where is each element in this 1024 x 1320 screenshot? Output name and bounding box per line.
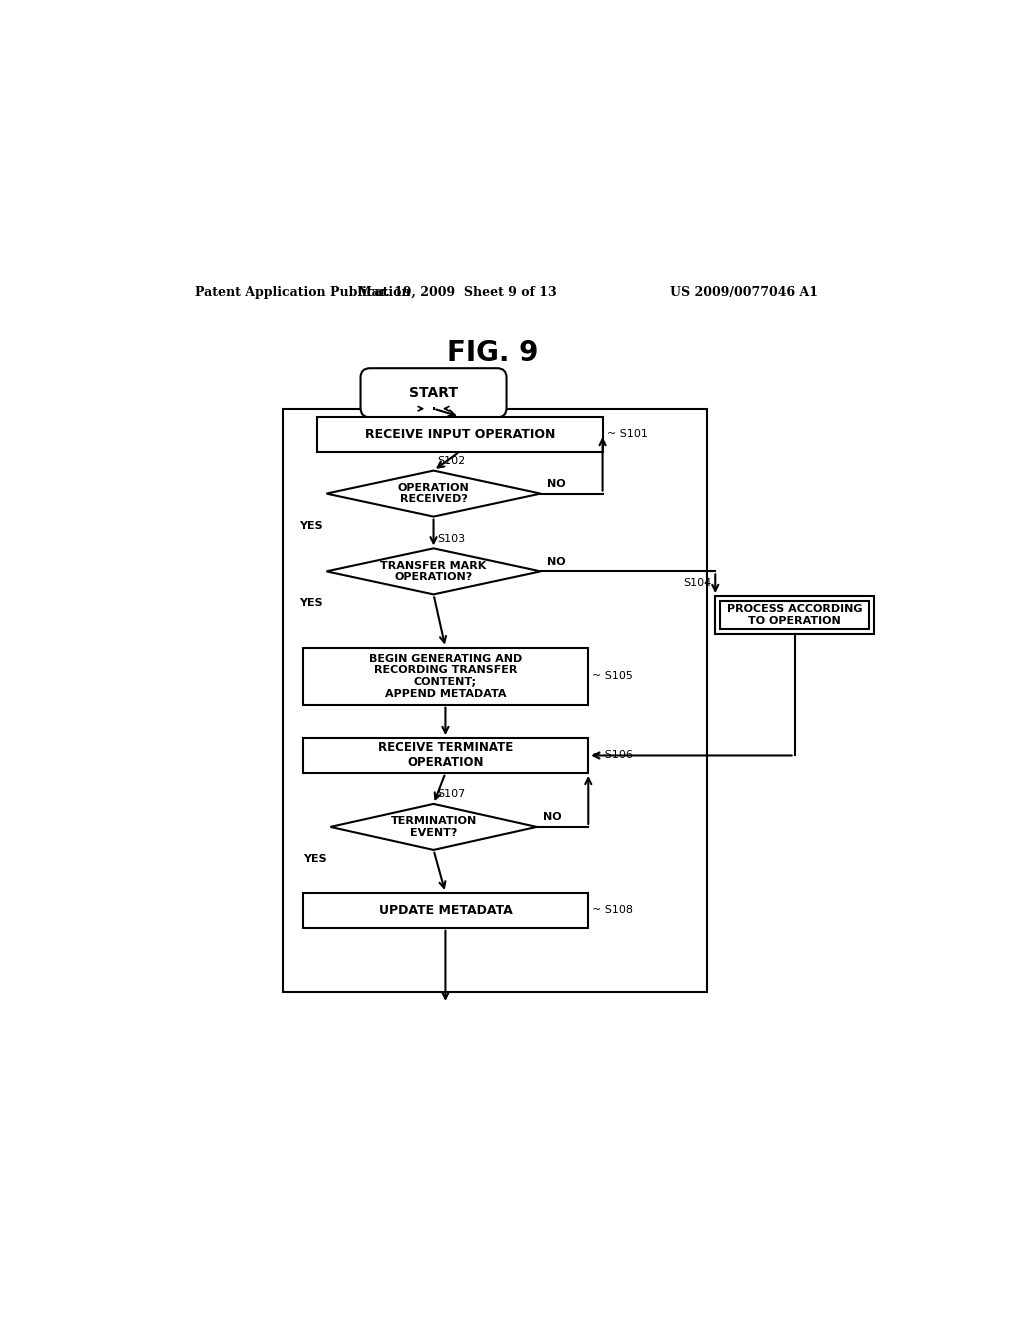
Text: ~ S108: ~ S108 — [592, 906, 633, 915]
Text: NO: NO — [547, 479, 565, 488]
Text: YES: YES — [299, 520, 323, 531]
Text: ~ S105: ~ S105 — [592, 671, 633, 681]
Bar — [720, 601, 869, 630]
Text: TERMINATION
EVENT?: TERMINATION EVENT? — [390, 816, 476, 838]
Text: NO: NO — [543, 812, 562, 822]
Text: FIG. 9: FIG. 9 — [447, 339, 539, 367]
Text: TRANSFER MARK
OPERATION?: TRANSFER MARK OPERATION? — [380, 561, 486, 582]
Text: UPDATE METADATA: UPDATE METADATA — [379, 904, 512, 916]
Polygon shape — [327, 548, 541, 594]
Text: BEGIN GENERATING AND
RECORDING TRANSFER
CONTENT;
APPEND METADATA: BEGIN GENERATING AND RECORDING TRANSFER … — [369, 653, 522, 698]
Polygon shape — [327, 471, 541, 516]
Text: YES: YES — [299, 598, 323, 609]
Text: S102: S102 — [437, 455, 466, 466]
Text: S103: S103 — [437, 533, 466, 544]
Text: US 2009/0077046 A1: US 2009/0077046 A1 — [671, 285, 818, 298]
Bar — [316, 417, 602, 451]
Polygon shape — [331, 804, 537, 850]
Bar — [303, 892, 588, 928]
Text: Mar. 19, 2009  Sheet 9 of 13: Mar. 19, 2009 Sheet 9 of 13 — [358, 285, 557, 298]
Bar — [303, 648, 588, 705]
Text: OPERATION
RECEIVED?: OPERATION RECEIVED? — [397, 483, 469, 504]
Text: RECEIVE INPUT OPERATION: RECEIVE INPUT OPERATION — [365, 428, 555, 441]
Bar — [303, 738, 588, 774]
Bar — [715, 595, 873, 634]
Text: S107: S107 — [437, 789, 466, 799]
Text: Patent Application Publication: Patent Application Publication — [196, 285, 411, 298]
Text: YES: YES — [303, 854, 327, 863]
Text: ~ S101: ~ S101 — [606, 429, 647, 440]
Text: S104: S104 — [683, 578, 712, 587]
FancyBboxPatch shape — [360, 368, 507, 417]
Text: START: START — [409, 385, 458, 400]
Text: NO: NO — [547, 557, 565, 566]
Bar — [283, 409, 708, 991]
Text: RECEIVE TERMINATE
OPERATION: RECEIVE TERMINATE OPERATION — [378, 742, 513, 770]
Text: ~ S106: ~ S106 — [592, 751, 633, 760]
Text: PROCESS ACCORDING
TO OPERATION: PROCESS ACCORDING TO OPERATION — [727, 605, 862, 626]
